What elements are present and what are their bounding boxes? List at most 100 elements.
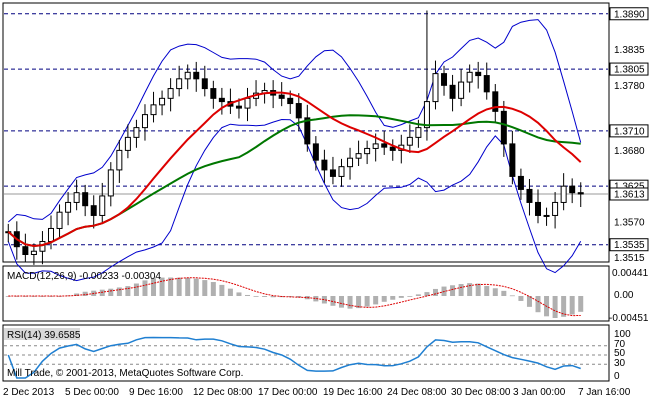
price-tag-label: 1.3613 — [614, 189, 645, 200]
candle-body — [304, 117, 311, 145]
candle-body — [39, 240, 46, 252]
macd-histogram-bar — [253, 296, 259, 297]
candle-body — [560, 185, 567, 203]
macd-histogram-bar — [236, 292, 242, 296]
candle-body — [312, 143, 319, 161]
candle-body — [329, 169, 336, 177]
rsi-scale-30: 30 — [614, 358, 626, 369]
candle-body — [441, 73, 448, 86]
candle-body — [141, 114, 148, 129]
macd-layer — [5, 277, 584, 318]
macd-histogram-bar — [552, 296, 558, 318]
macd-histogram-bar — [501, 290, 507, 296]
candle-body — [475, 71, 482, 77]
macd-histogram-bar — [407, 296, 413, 297]
macd-histogram-bar — [133, 283, 139, 296]
macd-histogram-bar — [142, 280, 148, 296]
candle-body — [295, 103, 302, 119]
macd-histogram-bar — [467, 283, 473, 296]
candle-body — [381, 143, 388, 148]
price-tag-label: 1.3710 — [614, 126, 645, 137]
candle-body — [415, 127, 422, 138]
macd-histogram-bar — [424, 292, 430, 296]
price-tag-label: 1.3625 — [614, 182, 645, 193]
price-tag-label: 1.3780 — [614, 81, 645, 92]
macd-histogram-bar — [373, 296, 379, 305]
candle-body — [517, 175, 524, 190]
macd-histogram-bar — [509, 295, 515, 297]
date-label: 3 Jan 00:00 — [513, 387, 566, 398]
macd-histogram-bar — [227, 288, 233, 296]
macd-histogram-bar — [245, 294, 251, 296]
candle-body — [552, 201, 559, 216]
date-axis: 2 Dec 2013 5 Dec 00:00 9 Dec 16:00 12 De… — [3, 387, 631, 398]
candle-body — [90, 205, 97, 216]
macd-histogram-bar — [330, 296, 336, 306]
date-label: 12 Dec 08:00 — [193, 387, 253, 398]
rsi-layer — [4, 336, 608, 379]
macd-histogram-bar — [356, 296, 362, 309]
candle-body — [347, 157, 354, 168]
candle-body — [423, 101, 430, 129]
candle-body — [483, 75, 490, 93]
rsi-scale-0: 0 — [614, 371, 620, 382]
macd-histogram-bar — [5, 296, 11, 297]
ma-fast-line — [7, 91, 582, 248]
macd-histogram-bar — [381, 296, 387, 302]
macd-histogram-bar — [561, 296, 567, 317]
rsi-title-box — [4, 328, 80, 340]
macd-histogram-bar — [475, 283, 481, 296]
candle-body — [193, 71, 200, 80]
macd-histogram-bar — [458, 284, 464, 296]
candle-body — [124, 136, 131, 151]
macd-histogram-bar — [202, 280, 208, 296]
macd-histogram-bar — [415, 294, 421, 296]
macd-histogram-bar — [535, 296, 541, 313]
macd-histogram-bar — [74, 293, 80, 296]
candle-body — [133, 127, 140, 138]
macd-histogram-bar — [432, 288, 438, 296]
candle-body — [210, 88, 217, 99]
rsi-pane[interactable] — [2, 324, 610, 382]
macd-histogram-bar — [125, 286, 131, 296]
macd-histogram-bar — [270, 296, 276, 298]
candle-body — [364, 147, 371, 155]
candle-body — [406, 136, 413, 146]
candle-body — [107, 169, 114, 197]
macd-histogram-bar — [99, 289, 105, 296]
candle-body — [509, 143, 516, 177]
candle-body — [577, 192, 584, 195]
macd-histogram-bar — [321, 296, 327, 304]
price-tag-label: 1.3805 — [614, 65, 645, 76]
candle-body — [535, 201, 542, 216]
macd-histogram-bar — [338, 296, 344, 308]
macd-scale-bottom: -0.00451 — [609, 313, 649, 324]
copyright-text: Mill Trade, © 2001-2013, MetaQuotes Soft… — [7, 368, 243, 379]
rsi-title: RSI(14) 39.6585 — [7, 330, 81, 341]
date-label: 17 Dec 00:00 — [258, 387, 318, 398]
main-series-layer — [4, 10, 608, 282]
date-label: 5 Dec 00:00 — [65, 387, 119, 398]
candle-body — [389, 146, 396, 151]
macd-histogram-bar — [569, 296, 575, 315]
rsi-line — [7, 336, 581, 379]
candle-body — [458, 81, 465, 99]
macd-histogram-bar — [116, 287, 122, 296]
candle-body — [47, 227, 54, 242]
candle-body — [355, 153, 362, 159]
candle-body — [201, 78, 208, 90]
candle-body — [176, 78, 183, 90]
candle-body — [338, 166, 345, 177]
candle-body — [22, 246, 29, 255]
candle-body — [321, 159, 328, 171]
date-label: 19 Dec 16:00 — [323, 387, 383, 398]
macd-histogram-bar — [65, 295, 71, 297]
macd-histogram-bar — [313, 296, 319, 302]
candle-body — [73, 192, 80, 203]
macd-histogram-bar — [262, 296, 268, 297]
macd-histogram-bar — [450, 285, 456, 296]
candle-body — [30, 250, 37, 255]
candle-body — [150, 104, 157, 116]
